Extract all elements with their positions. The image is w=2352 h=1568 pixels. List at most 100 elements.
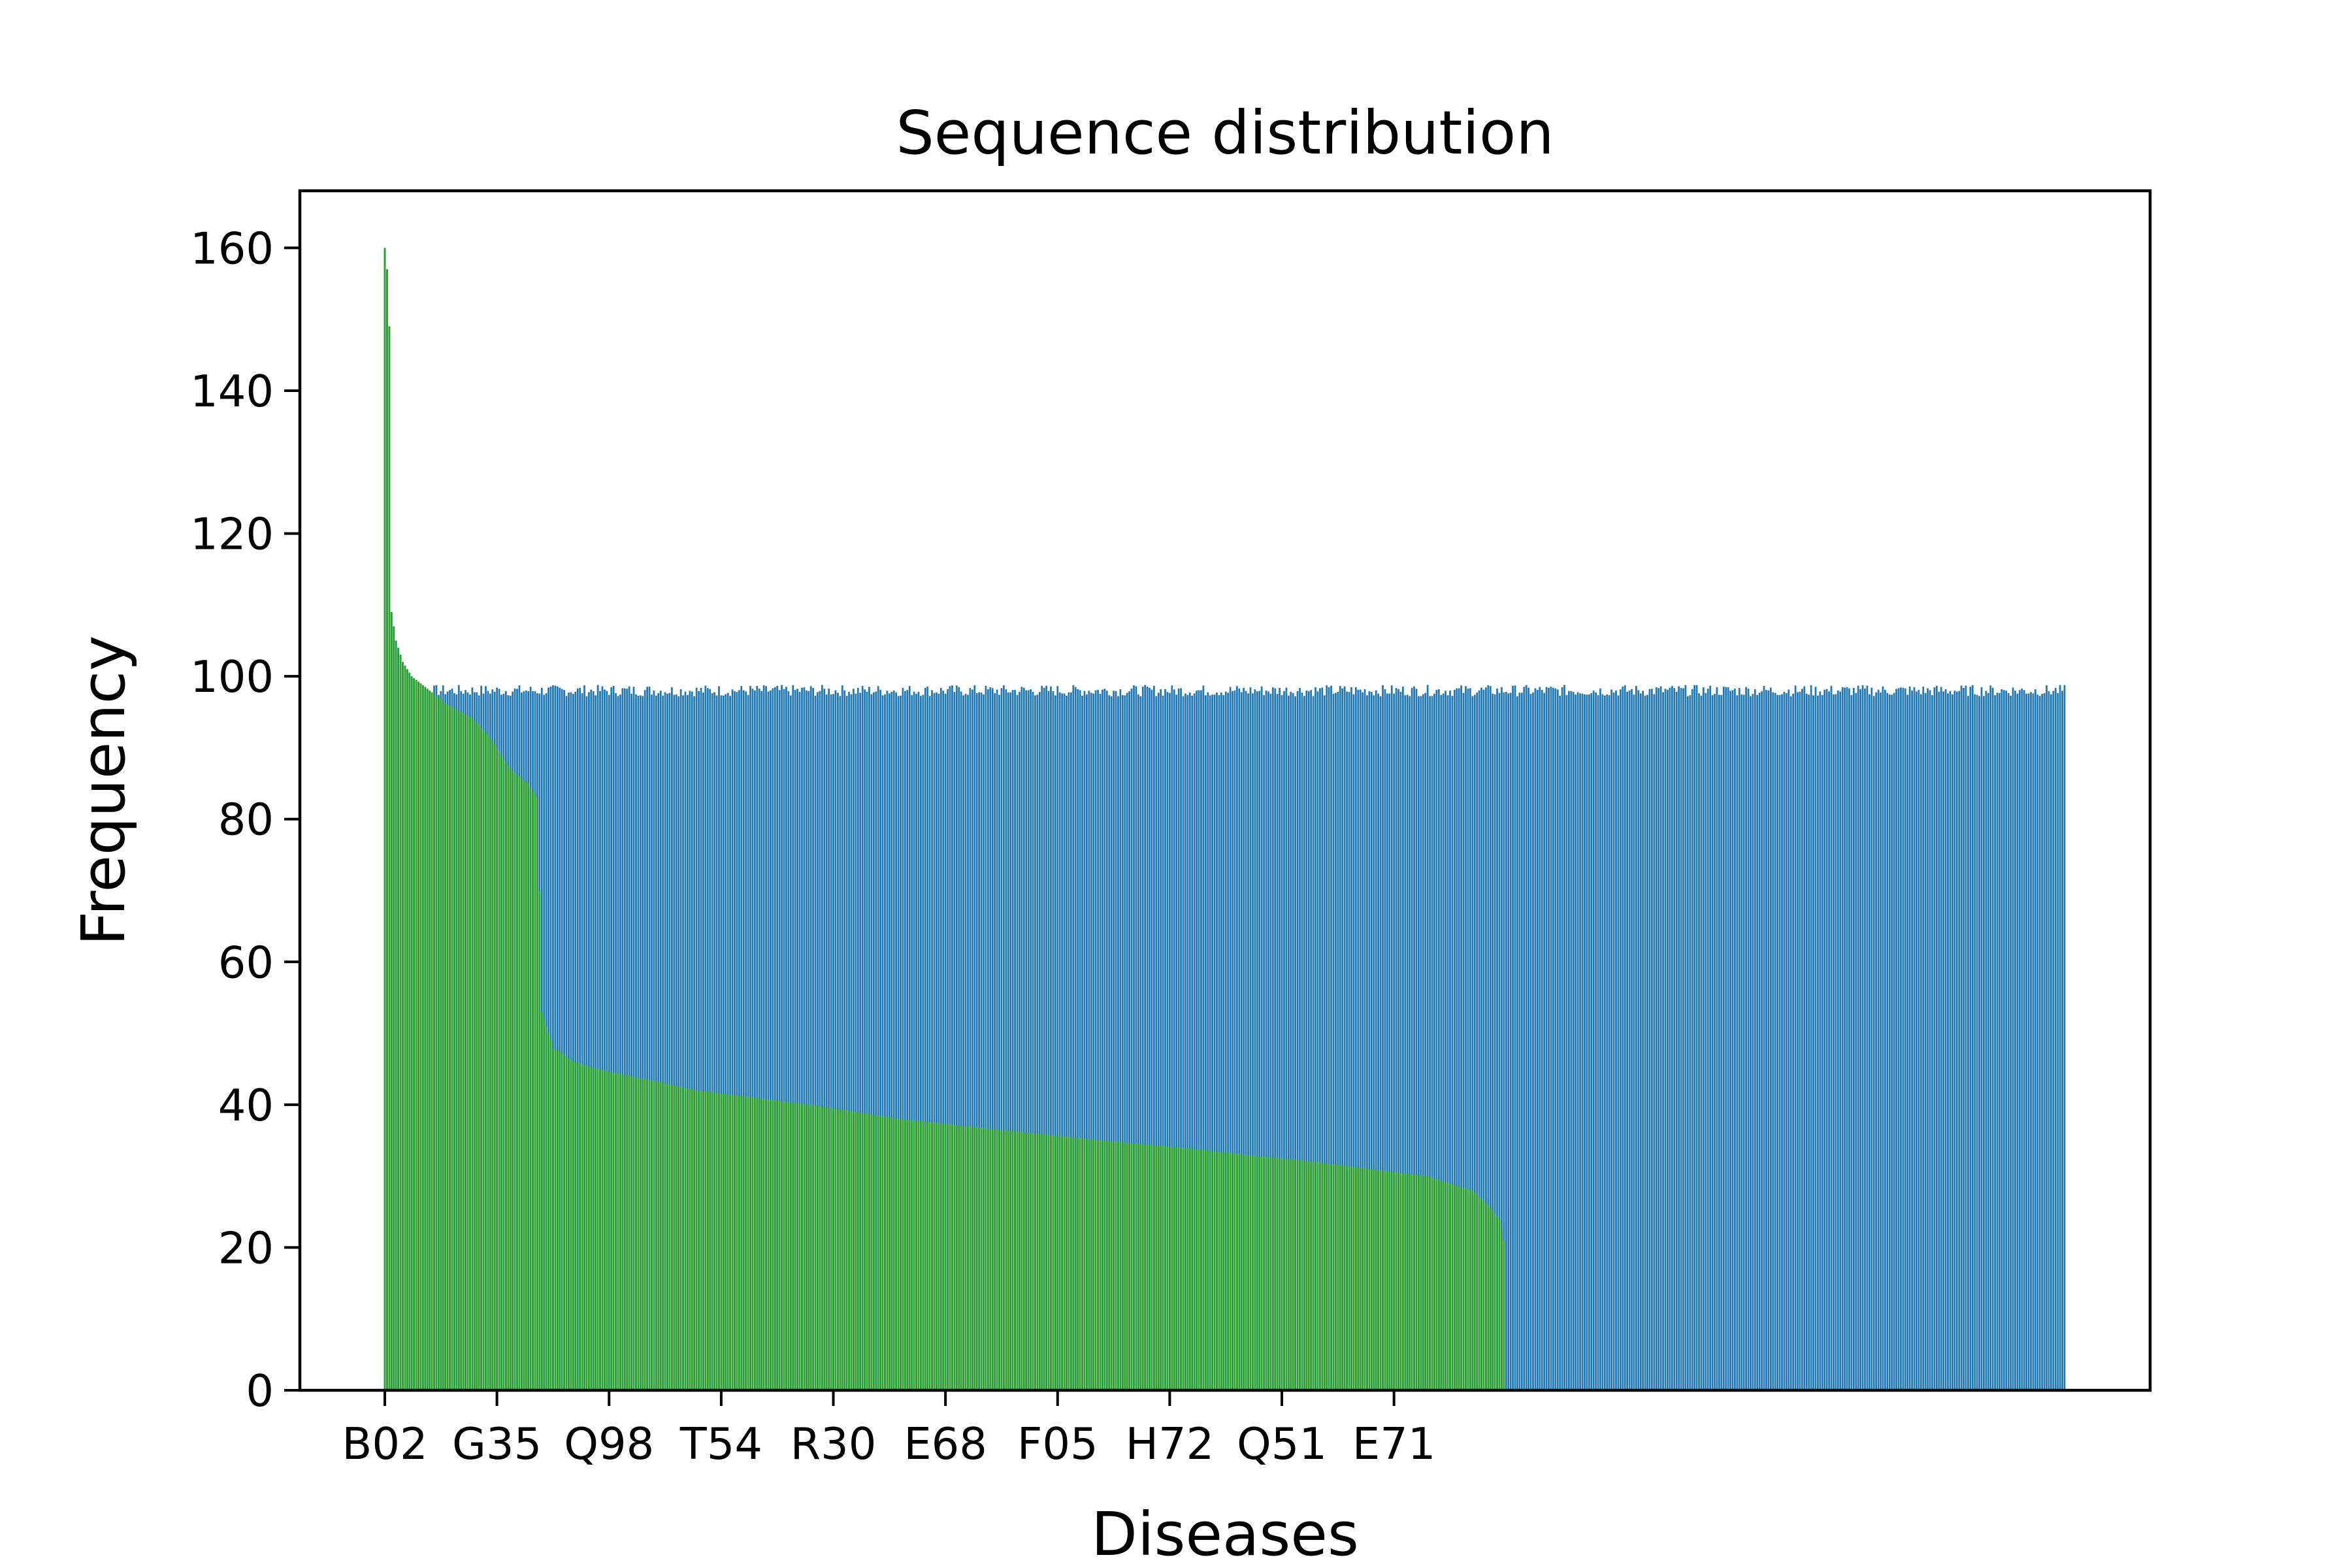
bar-green: [1366, 1168, 1368, 1390]
bar-green: [1283, 1158, 1285, 1390]
bar-green: [1236, 1153, 1238, 1390]
bar-blue: [1047, 691, 1050, 1390]
bar-blue: [610, 687, 613, 1390]
bar-green: [1323, 1163, 1326, 1390]
bar-blue: [922, 694, 924, 1390]
bar-blue: [1294, 696, 1296, 1390]
bar-blue: [1032, 692, 1034, 1390]
bar-green: [1068, 1137, 1070, 1390]
bar-blue: [1761, 691, 1763, 1390]
bar-blue: [1615, 690, 1617, 1390]
bar-blue: [1523, 687, 1526, 1390]
bar-green: [608, 1071, 610, 1390]
bar-blue: [1283, 691, 1285, 1390]
bar-green: [1435, 1179, 1438, 1390]
bar-blue: [1281, 694, 1283, 1390]
bar-green: [1453, 1184, 1456, 1390]
bar-green: [532, 791, 534, 1390]
bar-green: [1364, 1168, 1366, 1390]
bar-green: [1267, 1156, 1269, 1390]
bar-green: [967, 1126, 969, 1390]
bar-green: [682, 1086, 684, 1390]
bar-blue: [1092, 693, 1095, 1390]
bar-blue: [778, 690, 781, 1390]
bar-blue: [936, 692, 938, 1390]
bar-blue: [1269, 693, 1272, 1390]
bar-green: [904, 1119, 906, 1390]
bar-green: [1269, 1157, 1272, 1390]
bar-blue: [1063, 693, 1066, 1390]
bar-blue: [1991, 687, 1994, 1390]
bar-green: [596, 1069, 599, 1390]
bar-green: [1103, 1140, 1106, 1390]
bar-blue: [682, 695, 684, 1390]
bar-green: [1411, 1174, 1413, 1390]
bar-green: [1047, 1134, 1050, 1390]
bar-blue: [1011, 690, 1014, 1390]
bar-blue: [1285, 687, 1288, 1390]
bar-blue: [1162, 695, 1164, 1390]
plot-frame: [298, 189, 2152, 1392]
bar-green: [413, 678, 415, 1391]
bar-blue: [1193, 693, 1196, 1390]
bar-blue: [1720, 694, 1723, 1390]
bar-blue: [1326, 685, 1328, 1390]
bar-blue: [1695, 685, 1698, 1390]
bar-blue: [2050, 694, 2052, 1390]
bar-green: [1315, 1162, 1316, 1390]
bar-blue: [1662, 692, 1664, 1390]
bar-blue: [559, 687, 561, 1390]
bar-blue: [991, 688, 994, 1390]
bar-blue: [1052, 691, 1054, 1390]
bar-blue: [1245, 691, 1247, 1390]
bar-blue: [655, 695, 657, 1390]
bar-green: [1054, 1135, 1056, 1390]
bar-green: [864, 1113, 866, 1390]
bar-green: [1171, 1147, 1173, 1390]
bar-green: [778, 1100, 781, 1390]
bar-blue: [1058, 692, 1061, 1390]
bar-blue: [1785, 693, 1788, 1390]
bar-blue: [653, 691, 655, 1390]
bar-blue: [1729, 691, 1731, 1390]
bar-blue: [798, 691, 801, 1390]
bar-blue: [1003, 685, 1005, 1390]
bar-green: [1003, 1130, 1005, 1390]
bar-blue: [1767, 690, 1770, 1390]
bar-blue: [1953, 691, 1956, 1390]
bar-green: [1146, 1144, 1149, 1390]
x-tick-label: Q98: [564, 1418, 654, 1469]
bar-green: [1370, 1169, 1373, 1390]
bar-blue: [583, 685, 585, 1390]
bar-blue: [1745, 687, 1747, 1390]
bar-green: [612, 1072, 615, 1390]
bar-green: [440, 699, 442, 1390]
bar-green: [529, 787, 532, 1390]
bar-blue: [1341, 688, 1344, 1390]
bar-blue: [715, 695, 718, 1390]
bar-blue: [1476, 693, 1478, 1390]
bar-green: [828, 1107, 830, 1390]
bar-green: [985, 1128, 987, 1390]
bar-blue: [1942, 691, 1945, 1390]
bar-blue: [1678, 686, 1680, 1390]
bar-blue: [1446, 695, 1449, 1390]
bar-green: [1000, 1130, 1003, 1390]
bar-green: [1240, 1154, 1243, 1390]
bar-blue: [754, 691, 756, 1390]
bar-blue: [1041, 685, 1043, 1390]
bar-blue: [698, 691, 700, 1390]
bar-blue: [1354, 687, 1357, 1390]
bar-blue: [1828, 691, 1830, 1390]
bar-green: [559, 1051, 561, 1390]
y-axis-label: Frequency: [69, 635, 139, 945]
bar-blue: [947, 689, 949, 1390]
bar-blue: [823, 689, 826, 1390]
bar-blue: [1287, 695, 1290, 1390]
bar-blue: [1482, 689, 1485, 1390]
bar-green: [866, 1113, 868, 1390]
bar-blue: [1518, 693, 1521, 1390]
bar-blue: [1595, 692, 1597, 1390]
bar-green: [1393, 1171, 1396, 1390]
bar-blue: [718, 686, 720, 1390]
